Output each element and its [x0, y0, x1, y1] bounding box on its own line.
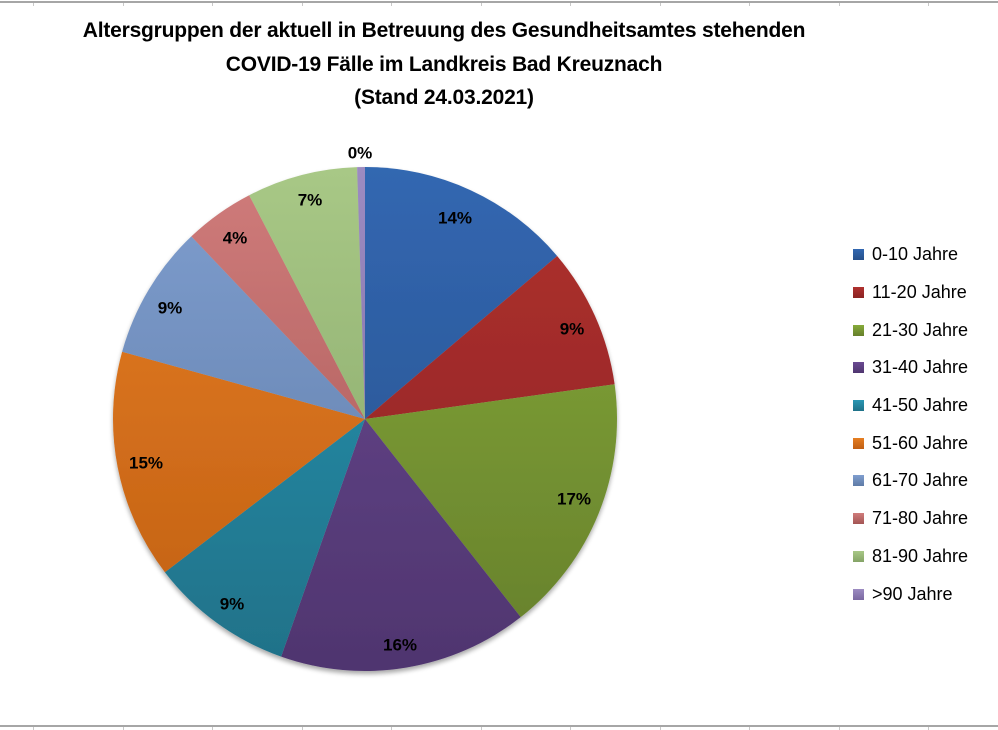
pie-data-label: 0% — [348, 144, 373, 163]
column-tick — [212, 3, 213, 6]
legend-item: 51-60 Jahre — [853, 424, 968, 462]
legend-swatch-icon — [853, 287, 864, 299]
chart-legend: 0-10 Jahre 11-20 Jahre 21-30 Jahre 31-40 Ja… — [853, 236, 968, 613]
pie-slice-0-10-jahre — [365, 167, 558, 419]
chart-title: Altersgruppen der aktuell in Betreuung d… — [0, 14, 888, 115]
column-tick — [480, 3, 482, 6]
pie-slices — [113, 167, 617, 671]
pie-data-label: 9% — [220, 595, 245, 614]
pie-slice-81-90-jahre — [249, 167, 365, 419]
legend-swatch-icon — [853, 475, 864, 487]
column-tick — [838, 3, 840, 6]
column-tick — [33, 3, 34, 6]
legend-swatch-icon — [853, 362, 864, 374]
column-tick — [391, 3, 392, 6]
legend-label: 51-60 Jahre — [872, 432, 969, 453]
legend-label: 31-40 Jahre — [872, 357, 969, 378]
pie-slice-61-70-jahre — [122, 236, 365, 419]
legend-swatch-icon — [853, 324, 864, 336]
legend-swatch-icon — [853, 550, 864, 562]
column-tick — [301, 3, 303, 6]
pie-data-label: 14% — [438, 209, 472, 228]
legend-label: 11-20 Jahre — [872, 282, 967, 303]
column-tick — [122, 3, 124, 6]
chart-title-line-1: Altersgruppen der aktuell in Betreuung d… — [82, 19, 806, 42]
legend-label: 21-30 Jahre — [872, 319, 969, 340]
pie-data-label: 4% — [223, 229, 248, 248]
legend-item: 11-20 Jahre — [853, 274, 968, 312]
column-tick — [749, 3, 750, 6]
pie-slice-41-50-jahre — [164, 419, 365, 657]
legend-label: 81-90 Jahre — [872, 545, 969, 566]
legend-swatch-icon — [853, 513, 864, 525]
chart-title-line-3: (Stand 24.03.2021) — [354, 86, 534, 109]
legend-swatch-icon — [853, 249, 864, 261]
pie-data-label: 17% — [557, 490, 591, 509]
pie-data-label: 16% — [383, 636, 417, 655]
pie-slice-21-30-jahre — [365, 384, 617, 618]
legend-item: 41-50 Jahre — [853, 387, 968, 425]
legend-label: 41-50 Jahre — [872, 395, 969, 416]
legend-item: >90 Jahre — [853, 575, 968, 613]
pie-slice-31-40-jahre — [281, 419, 521, 671]
column-tick — [570, 3, 571, 6]
legend-label: 71-80 Jahre — [872, 508, 969, 529]
column-tick — [928, 3, 929, 6]
legend-item: 81-90 Jahre — [853, 538, 968, 576]
pie-data-label: 15% — [129, 454, 163, 473]
column-tick — [659, 3, 661, 6]
legend-swatch-icon — [853, 588, 864, 600]
legend-item: 71-80 Jahre — [853, 500, 968, 538]
legend-swatch-icon — [853, 437, 864, 449]
pie-slice-71-80-jahre — [191, 195, 365, 419]
legend-label: 0-10 Jahre — [872, 244, 959, 265]
spreadsheet-top-border — [0, 1, 998, 3]
pie-slice-90-jahre — [357, 167, 365, 419]
pie-slice-51-60-jahre — [113, 351, 365, 573]
pie-data-label: 9% — [560, 320, 585, 339]
spreadsheet-bottom-border — [0, 725, 998, 727]
legend-swatch-icon — [853, 400, 864, 412]
pie-data-label: 7% — [298, 191, 323, 210]
legend-item: 21-30 Jahre — [853, 311, 968, 349]
chart-title-line-2: COVID-19 Fälle im Landkreis Bad Kreuznac… — [225, 52, 663, 76]
pie-slice-11-20-jahre — [365, 255, 615, 419]
pie-data-labels: 14% 9% 17% 16% 9% 15% 9% 4% 7% 0% — [129, 144, 591, 655]
legend-label: 61-70 Jahre — [872, 470, 969, 491]
legend-item: 61-70 Jahre — [853, 462, 968, 500]
legend-item: 0-10 Jahre — [853, 236, 968, 274]
legend-item: 31-40 Jahre — [853, 349, 968, 387]
pie-data-label: 9% — [158, 299, 183, 318]
legend-label: >90 Jahre — [872, 583, 953, 604]
